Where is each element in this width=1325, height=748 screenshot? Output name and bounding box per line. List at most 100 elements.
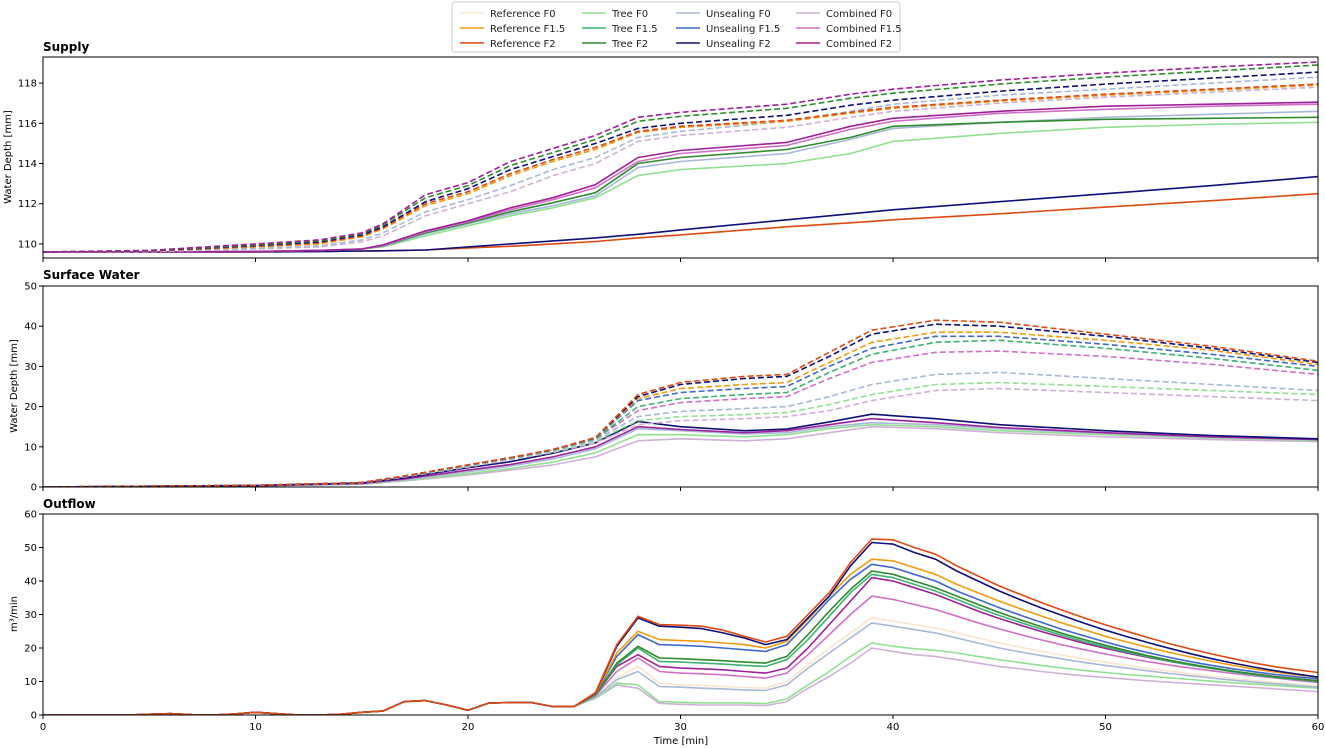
series-line (43, 413, 1318, 487)
series-line (43, 192, 1318, 253)
supply-panel: Supply Water Depth [mm] 110 112 114 116 118 (3, 40, 1319, 262)
legend-label: Unsealing F2 (706, 39, 771, 50)
legend-label: Combined F2 (826, 39, 892, 50)
x-tick-label: 60 (1312, 722, 1325, 733)
series-line (43, 319, 1318, 487)
legend: Reference F0 Reference F1.5 Reference F2 Tr… (451, 1, 902, 53)
legend-entry: Combined F1.5 (796, 24, 902, 35)
y-tick-label: 30 (24, 362, 37, 373)
x-tick-label: 40 (887, 722, 900, 733)
series-line (43, 175, 1318, 253)
y-tick-label: 40 (24, 322, 37, 333)
legend-entry: Reference F0 (460, 9, 556, 20)
y-tick-label: 20 (24, 402, 37, 413)
series-line (43, 570, 1318, 715)
series-line (43, 323, 1318, 487)
y-tick-label: 118 (18, 79, 37, 90)
supply-ylabel: Water Depth [mm] (3, 110, 14, 204)
series-line (43, 84, 1318, 253)
x-tick-label: 10 (249, 722, 262, 733)
legend-label: Tree F2 (611, 39, 648, 50)
legend-entry: Unsealing F2 (676, 39, 771, 50)
y-tick-label: 110 (18, 239, 37, 250)
series-group (43, 61, 1318, 253)
series-line (43, 642, 1318, 715)
series-line (43, 116, 1318, 253)
x-tick-label: 0 (40, 722, 46, 733)
y-tick-label: 10 (24, 442, 37, 453)
legend-entry: Reference F1.5 (460, 24, 565, 35)
series-line (43, 339, 1318, 487)
y-tick-label: 20 (24, 644, 37, 655)
legend-frame (451, 1, 901, 53)
x-tick-label: 20 (462, 722, 475, 733)
legend-label: Reference F1.5 (490, 24, 565, 35)
outflow-xlabel: Time [min] (653, 736, 708, 747)
series-line (43, 538, 1318, 715)
legend-label: Tree F1.5 (611, 24, 658, 35)
legend-label: Unsealing F1.5 (706, 24, 780, 35)
supply-title: Supply (43, 40, 89, 54)
series-line (43, 595, 1318, 715)
legend-entry: Unsealing F1.5 (676, 24, 780, 35)
legend-entry: Combined F2 (796, 39, 892, 50)
legend-items: Reference F0 Reference F1.5 Reference F2 Tr… (460, 9, 902, 50)
series-line (43, 622, 1318, 715)
series-line (43, 647, 1318, 715)
legend-label: Unsealing F0 (706, 9, 771, 20)
y-tick-label: 0 (31, 483, 37, 494)
x-tick-label: 50 (1099, 722, 1112, 733)
legend-label: Reference F2 (490, 39, 556, 50)
series-group (43, 319, 1318, 487)
legend-entry: Tree F2 (582, 39, 648, 50)
series-group (43, 538, 1318, 715)
series-line (43, 331, 1318, 487)
y-tick-label: 114 (18, 159, 37, 170)
legend-entry: Reference F2 (460, 39, 556, 50)
outflow-plot: 0 10 20 30 40 50 60 0 10 20 30 40 50 60 (24, 510, 1324, 734)
series-line (43, 71, 1318, 253)
legend-label: Combined F0 (826, 9, 892, 20)
series-line (43, 61, 1318, 253)
legend-entry: Tree F0 (582, 9, 648, 20)
legend-label: Combined F1.5 (826, 24, 902, 35)
series-line (43, 576, 1318, 715)
series-line (43, 121, 1318, 253)
y-tick-label: 50 (24, 282, 37, 293)
series-line (43, 64, 1318, 253)
series-line (43, 558, 1318, 715)
series-line (43, 83, 1318, 253)
y-tick-label: 112 (18, 199, 37, 210)
y-tick-label: 30 (24, 610, 37, 621)
y-tick-label: 60 (24, 510, 37, 521)
y-tick-label: 40 (24, 577, 37, 588)
series-line (43, 541, 1318, 715)
legend-entry: Combined F0 (796, 9, 892, 20)
supply-plot: 110 112 114 116 118 (18, 56, 1319, 262)
series-line (43, 110, 1318, 253)
series-line (43, 86, 1318, 253)
y-tick-label: 10 (24, 677, 37, 688)
legend-entry: Unsealing F0 (676, 9, 771, 20)
y-tick-label: 0 (31, 711, 37, 722)
surface-water-title: Surface Water (43, 268, 140, 282)
series-line (43, 350, 1318, 487)
outflow-panel: Outflow m³/min 0 10 20 30 40 50 60 0 10 20 30 40 50 6… (9, 497, 1324, 747)
outflow-ylabel: m³/min (9, 596, 20, 632)
outflow-title: Outflow (43, 497, 96, 511)
series-line (43, 76, 1318, 253)
y-tick-label: 50 (24, 543, 37, 554)
series-line (43, 563, 1318, 715)
axes-frame (42, 285, 1319, 488)
legend-label: Tree F0 (611, 9, 648, 20)
series-line (43, 101, 1318, 253)
series-line (43, 617, 1318, 715)
series-line (43, 417, 1318, 487)
legend-entry: Tree F1.5 (582, 24, 658, 35)
series-line (43, 335, 1318, 487)
surface-water-plot: 0 10 20 30 40 50 (24, 282, 1319, 494)
legend-label: Reference F0 (490, 9, 556, 20)
y-tick-label: 116 (18, 119, 37, 130)
x-tick-label: 30 (674, 722, 687, 733)
